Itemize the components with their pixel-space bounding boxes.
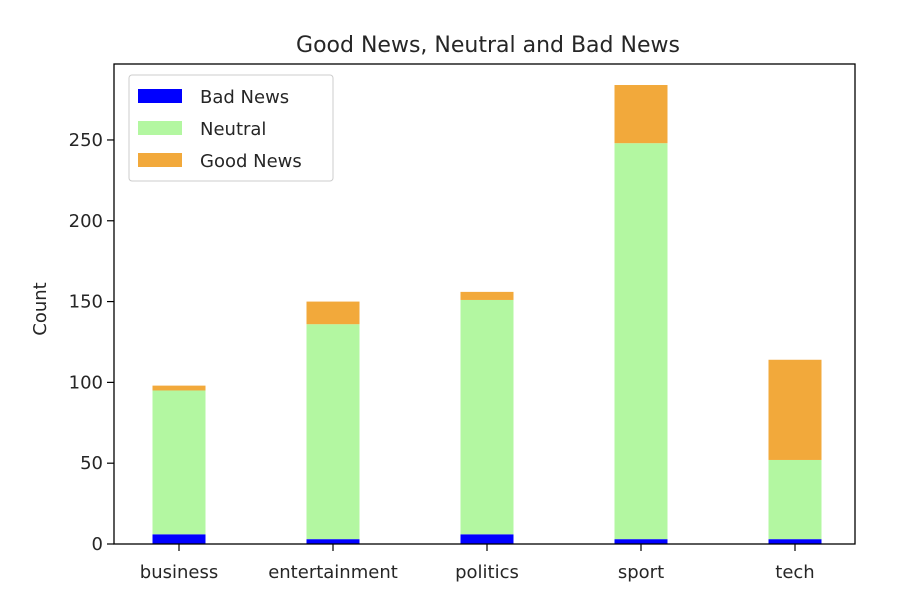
y-tick-label: 200 [69, 211, 103, 232]
legend-swatch-neutral [138, 121, 182, 135]
bar-good-news-politics [460, 291, 514, 300]
bar-bad-news-business [152, 534, 206, 544]
legend-label: Bad News [200, 87, 289, 108]
bar-neutral-tech [768, 459, 822, 540]
bar-bad-news-tech [768, 539, 822, 544]
x-tick-label: tech [775, 562, 814, 583]
x-tick-label: politics [455, 562, 519, 583]
legend: Bad News Neutral Good News [128, 74, 334, 182]
legend-swatch-good-news [138, 153, 182, 167]
bar-good-news-tech [768, 359, 822, 460]
chart-title: Good News, Neutral and Bad News [296, 33, 680, 58]
bar-good-news-entertainment [306, 301, 360, 325]
y-axis-label: Count [30, 282, 51, 335]
legend-label: Good News [200, 151, 302, 172]
y-tick-label: 150 [69, 292, 103, 313]
bar-neutral-politics [460, 299, 514, 535]
bar-good-news-business [152, 385, 206, 391]
y-tick-label: 250 [69, 130, 103, 151]
legend-label: Neutral [200, 119, 266, 140]
y-axis: 0 50 100 150 200 250 [69, 130, 114, 555]
y-tick-label: 0 [92, 534, 103, 555]
bar-neutral-business [152, 390, 206, 535]
x-tick-label: business [140, 562, 218, 583]
plot-frame [113, 63, 856, 545]
x-tick-label: entertainment [268, 562, 398, 583]
y-tick-label: 50 [80, 453, 103, 474]
legend-swatch-bad-news [138, 89, 182, 103]
bar-neutral-sport [614, 143, 668, 540]
bar-good-news-sport [614, 85, 668, 144]
bar-bad-news-entertainment [306, 539, 360, 544]
x-tick-label: sport [618, 562, 664, 583]
bar-neutral-entertainment [306, 324, 360, 540]
bars-layer [152, 85, 822, 544]
x-axis: business entertainment politics sport tech [140, 544, 815, 583]
bar-bad-news-sport [614, 539, 668, 544]
bar-bad-news-politics [460, 534, 514, 544]
y-tick-label: 100 [69, 372, 103, 393]
